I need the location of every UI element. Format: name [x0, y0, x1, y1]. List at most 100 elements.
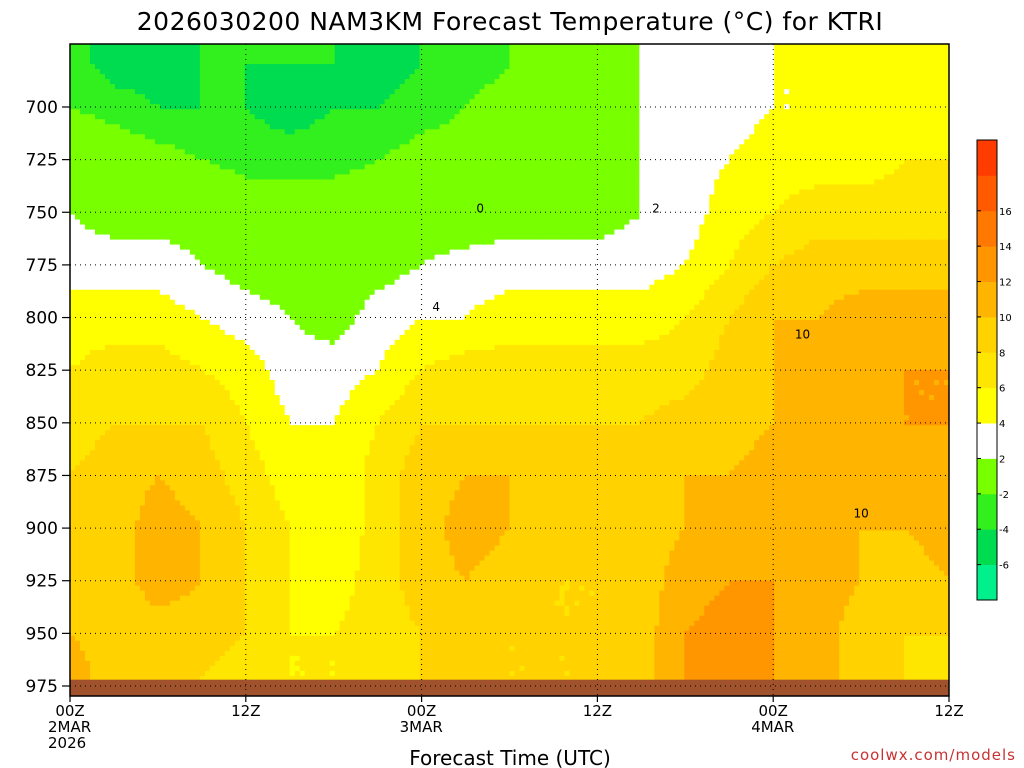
field-cell	[894, 154, 900, 160]
field-cell	[904, 54, 910, 60]
field-cell	[284, 84, 291, 90]
field-cell	[374, 94, 381, 100]
field-cell	[294, 179, 301, 186]
field-cell	[629, 79, 635, 85]
field-cell	[919, 154, 925, 160]
field-cell	[539, 134, 546, 140]
field-cell	[839, 124, 845, 130]
field-cell	[834, 94, 840, 100]
field-cell	[874, 44, 880, 50]
field-cell	[769, 59, 775, 65]
field-cell	[109, 164, 116, 170]
field-cell	[679, 119, 685, 125]
field-cell	[474, 169, 481, 175]
field-cell	[599, 49, 605, 55]
field-cell	[234, 54, 241, 60]
field-cell	[749, 124, 755, 130]
field-cell	[804, 79, 810, 85]
field-cell	[339, 79, 346, 85]
field-cell	[169, 124, 176, 130]
field-cell	[154, 124, 161, 130]
field-cell	[509, 124, 516, 130]
field-cell	[79, 124, 86, 130]
field-cell	[654, 164, 660, 170]
field-cell	[449, 154, 456, 160]
field-cell	[664, 149, 670, 155]
field-cell	[764, 154, 770, 160]
field-cell	[344, 129, 351, 135]
field-cell	[789, 54, 795, 60]
field-cell	[889, 144, 895, 150]
field-cell	[579, 94, 586, 100]
field-cell	[749, 69, 755, 75]
field-cell	[179, 99, 186, 105]
field-cell	[70, 154, 76, 160]
field-cell	[604, 54, 610, 60]
field-cell	[914, 119, 920, 125]
field-cell	[924, 179, 930, 186]
field-cell	[839, 119, 845, 125]
field-cell	[649, 114, 655, 120]
field-cell	[404, 94, 411, 100]
field-cell	[529, 179, 536, 186]
field-cell	[874, 54, 880, 60]
field-cell	[924, 124, 930, 130]
field-cell	[714, 169, 720, 175]
field-cell	[574, 164, 581, 170]
field-cell	[709, 64, 715, 70]
field-cell	[484, 114, 491, 120]
field-cell	[159, 129, 166, 135]
field-cell	[364, 79, 371, 85]
field-cell	[834, 44, 840, 50]
field-cell	[749, 49, 755, 55]
field-cell	[854, 64, 860, 70]
field-cell	[914, 59, 920, 65]
field-cell	[464, 129, 471, 135]
field-cell	[674, 164, 680, 170]
field-cell	[844, 154, 850, 160]
field-cell	[634, 164, 640, 170]
field-cell	[649, 149, 655, 155]
field-cell	[459, 69, 466, 75]
field-cell	[389, 59, 396, 65]
field-cell	[489, 174, 496, 181]
field-cell	[239, 49, 246, 55]
field-cell	[349, 179, 356, 186]
field-cell	[744, 174, 750, 181]
field-cell	[469, 59, 476, 65]
field-cell	[164, 79, 171, 85]
field-cell	[169, 79, 176, 85]
field-cell	[184, 159, 191, 165]
field-cell	[769, 74, 775, 80]
field-cell	[434, 179, 441, 186]
field-cell	[374, 79, 381, 85]
field-cell	[524, 154, 531, 160]
field-cell	[884, 59, 890, 65]
field-cell	[189, 79, 196, 85]
field-cell	[164, 159, 171, 165]
field-cell	[759, 154, 765, 160]
field-cell	[124, 79, 131, 85]
field-cell	[629, 114, 635, 120]
field-cell	[514, 99, 521, 105]
field-cell	[779, 179, 785, 186]
field-cell	[224, 139, 231, 145]
field-cell	[109, 99, 116, 105]
field-cell	[384, 124, 391, 130]
field-cell	[144, 99, 151, 105]
field-cell	[564, 164, 571, 170]
field-cell	[99, 64, 106, 70]
field-cell	[904, 94, 910, 100]
field-cell	[399, 144, 406, 150]
field-cell	[70, 54, 76, 60]
field-cell	[339, 99, 346, 105]
field-cell	[319, 74, 326, 80]
field-cell	[844, 139, 850, 145]
field-cell	[494, 99, 501, 105]
field-cell	[334, 144, 341, 150]
field-cell	[219, 164, 226, 170]
field-cell	[214, 159, 221, 165]
field-cell	[194, 124, 201, 130]
field-cell	[484, 134, 491, 140]
field-cell	[709, 134, 715, 140]
